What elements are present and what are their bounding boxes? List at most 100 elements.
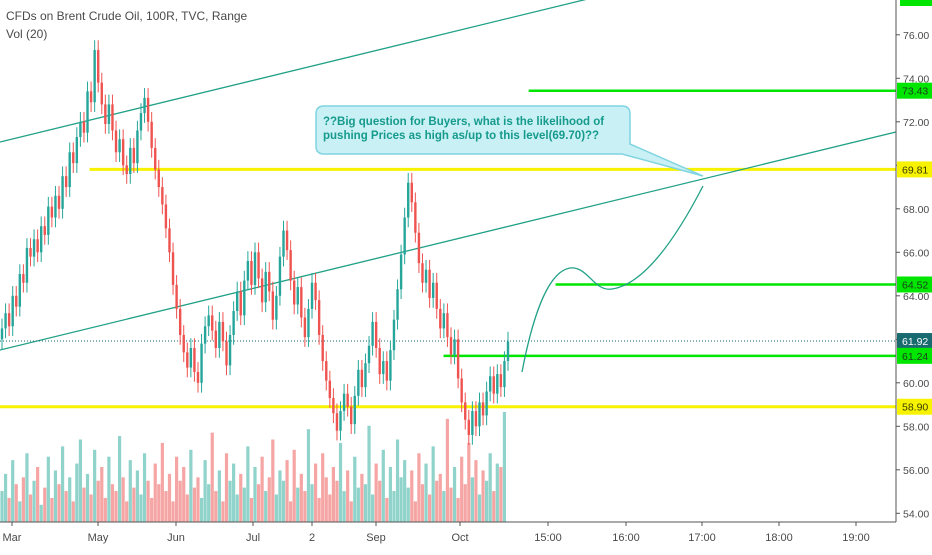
candle-body: [214, 330, 218, 348]
candle-body: [339, 411, 342, 431]
chart-title: CFDs on Brent Crude Oil, 100R, TVC, Rang…: [6, 9, 248, 23]
candle-body: [456, 339, 460, 379]
volume-bar: [64, 491, 68, 522]
candle-body: [431, 282, 435, 298]
x-tick-label: 17:00: [688, 532, 716, 544]
candle-body: [268, 271, 271, 292]
candle-body: [446, 313, 449, 338]
candle-body: [7, 313, 11, 327]
candle-body: [321, 334, 324, 362]
y-tick-label: 72.00: [903, 117, 929, 129]
candle-body: [221, 321, 225, 342]
candle-body: [314, 282, 317, 301]
volume-bar: [125, 501, 129, 522]
x-tick-label: Jul: [246, 532, 260, 544]
volume-bar: [413, 501, 417, 522]
lower-trendline[interactable]: [0, 131, 897, 351]
candle-body: [492, 376, 495, 394]
candle-body: [64, 176, 68, 188]
volume-bar: [435, 480, 439, 522]
volume-bar: [342, 491, 346, 522]
volume-bar: [7, 497, 11, 522]
candle-body: [332, 398, 335, 414]
candle-body: [264, 271, 267, 303]
volume-bar: [139, 494, 143, 522]
candle-body: [506, 341, 510, 362]
candle-body: [68, 152, 71, 188]
volume-bar: [271, 439, 275, 522]
volume-bar: [360, 473, 364, 522]
horizontal-levels: [0, 89, 896, 409]
candle-body: [243, 280, 246, 316]
candle-body: [150, 121, 153, 148]
candle-body: [93, 50, 96, 103]
upper-trendline[interactable]: [0, 0, 600, 143]
volume-bar: [21, 477, 25, 522]
candle-body: [107, 104, 111, 124]
volume-bar: [485, 480, 489, 522]
price-label-text: 73.43: [902, 86, 928, 98]
annotation-callout[interactable]: ??Big question for Buyers, what is the l…: [315, 105, 704, 177]
candle-body: [449, 337, 453, 355]
volume-bar: [53, 470, 58, 522]
candle-body: [129, 147, 132, 174]
x-tick-label: Oct: [451, 532, 468, 544]
y-tick-label: 60.00: [903, 378, 929, 390]
candle-body: [396, 289, 399, 320]
candle-body: [164, 204, 168, 229]
volume-bar: [492, 491, 496, 522]
candle-body: [218, 321, 221, 348]
candle-body: [111, 104, 114, 131]
projection-curve[interactable]: [521, 185, 704, 373]
volume-bar: [481, 470, 485, 522]
volume-bar: [85, 473, 90, 522]
volume-bar: [11, 460, 15, 522]
volume-bar: [100, 467, 104, 522]
candle-body: [203, 326, 207, 344]
volume-bars: [0, 412, 507, 522]
candle-body: [32, 239, 36, 257]
volume-bar: [499, 467, 503, 522]
volume-bar: [121, 477, 125, 522]
volume-bar: [289, 501, 293, 522]
volume-bar: [420, 484, 425, 522]
candle-body: [25, 247, 29, 283]
volume-bar: [452, 467, 457, 522]
candle-body: [207, 315, 210, 327]
volume-bar: [103, 497, 107, 522]
candle-body: [335, 413, 339, 431]
candle-body: [182, 334, 185, 353]
volume-bar: [256, 484, 261, 522]
callout-line-2: pushing Prices as high as/up to this lev…: [323, 130, 599, 142]
y-tick-label: 74.00: [903, 73, 929, 85]
volume-bar: [367, 425, 371, 522]
candle-body: [421, 263, 424, 283]
volume-bar: [43, 487, 47, 522]
volume-bar: [424, 463, 428, 522]
volume-bar: [449, 487, 453, 522]
x-tick-label: 15:00: [534, 532, 562, 544]
volume-bar: [146, 480, 150, 522]
volume-bar: [363, 484, 368, 522]
volume-bar: [228, 480, 232, 522]
candle-body: [178, 308, 182, 335]
volume-bar: [399, 477, 403, 522]
price-labels: 73.43 69.81 64.52 61.92 61.24 58.90: [897, 82, 932, 415]
candle-body: [89, 91, 93, 103]
volume-bar: [28, 494, 33, 522]
candle-body: [29, 247, 32, 257]
candle-body: [193, 348, 196, 372]
volume-bar: [388, 467, 393, 522]
x-tick-label: Mar: [3, 532, 22, 544]
candle-body: [485, 391, 488, 416]
volume-bar: [68, 477, 72, 522]
candle-body: [211, 315, 214, 331]
volume-bar: [242, 487, 246, 522]
candle-body: [18, 274, 22, 307]
volume-bar: [274, 494, 278, 522]
time-axis-background[interactable]: [0, 522, 932, 550]
y-tick-label: 68.00: [903, 204, 929, 216]
candle-body: [367, 345, 371, 364]
